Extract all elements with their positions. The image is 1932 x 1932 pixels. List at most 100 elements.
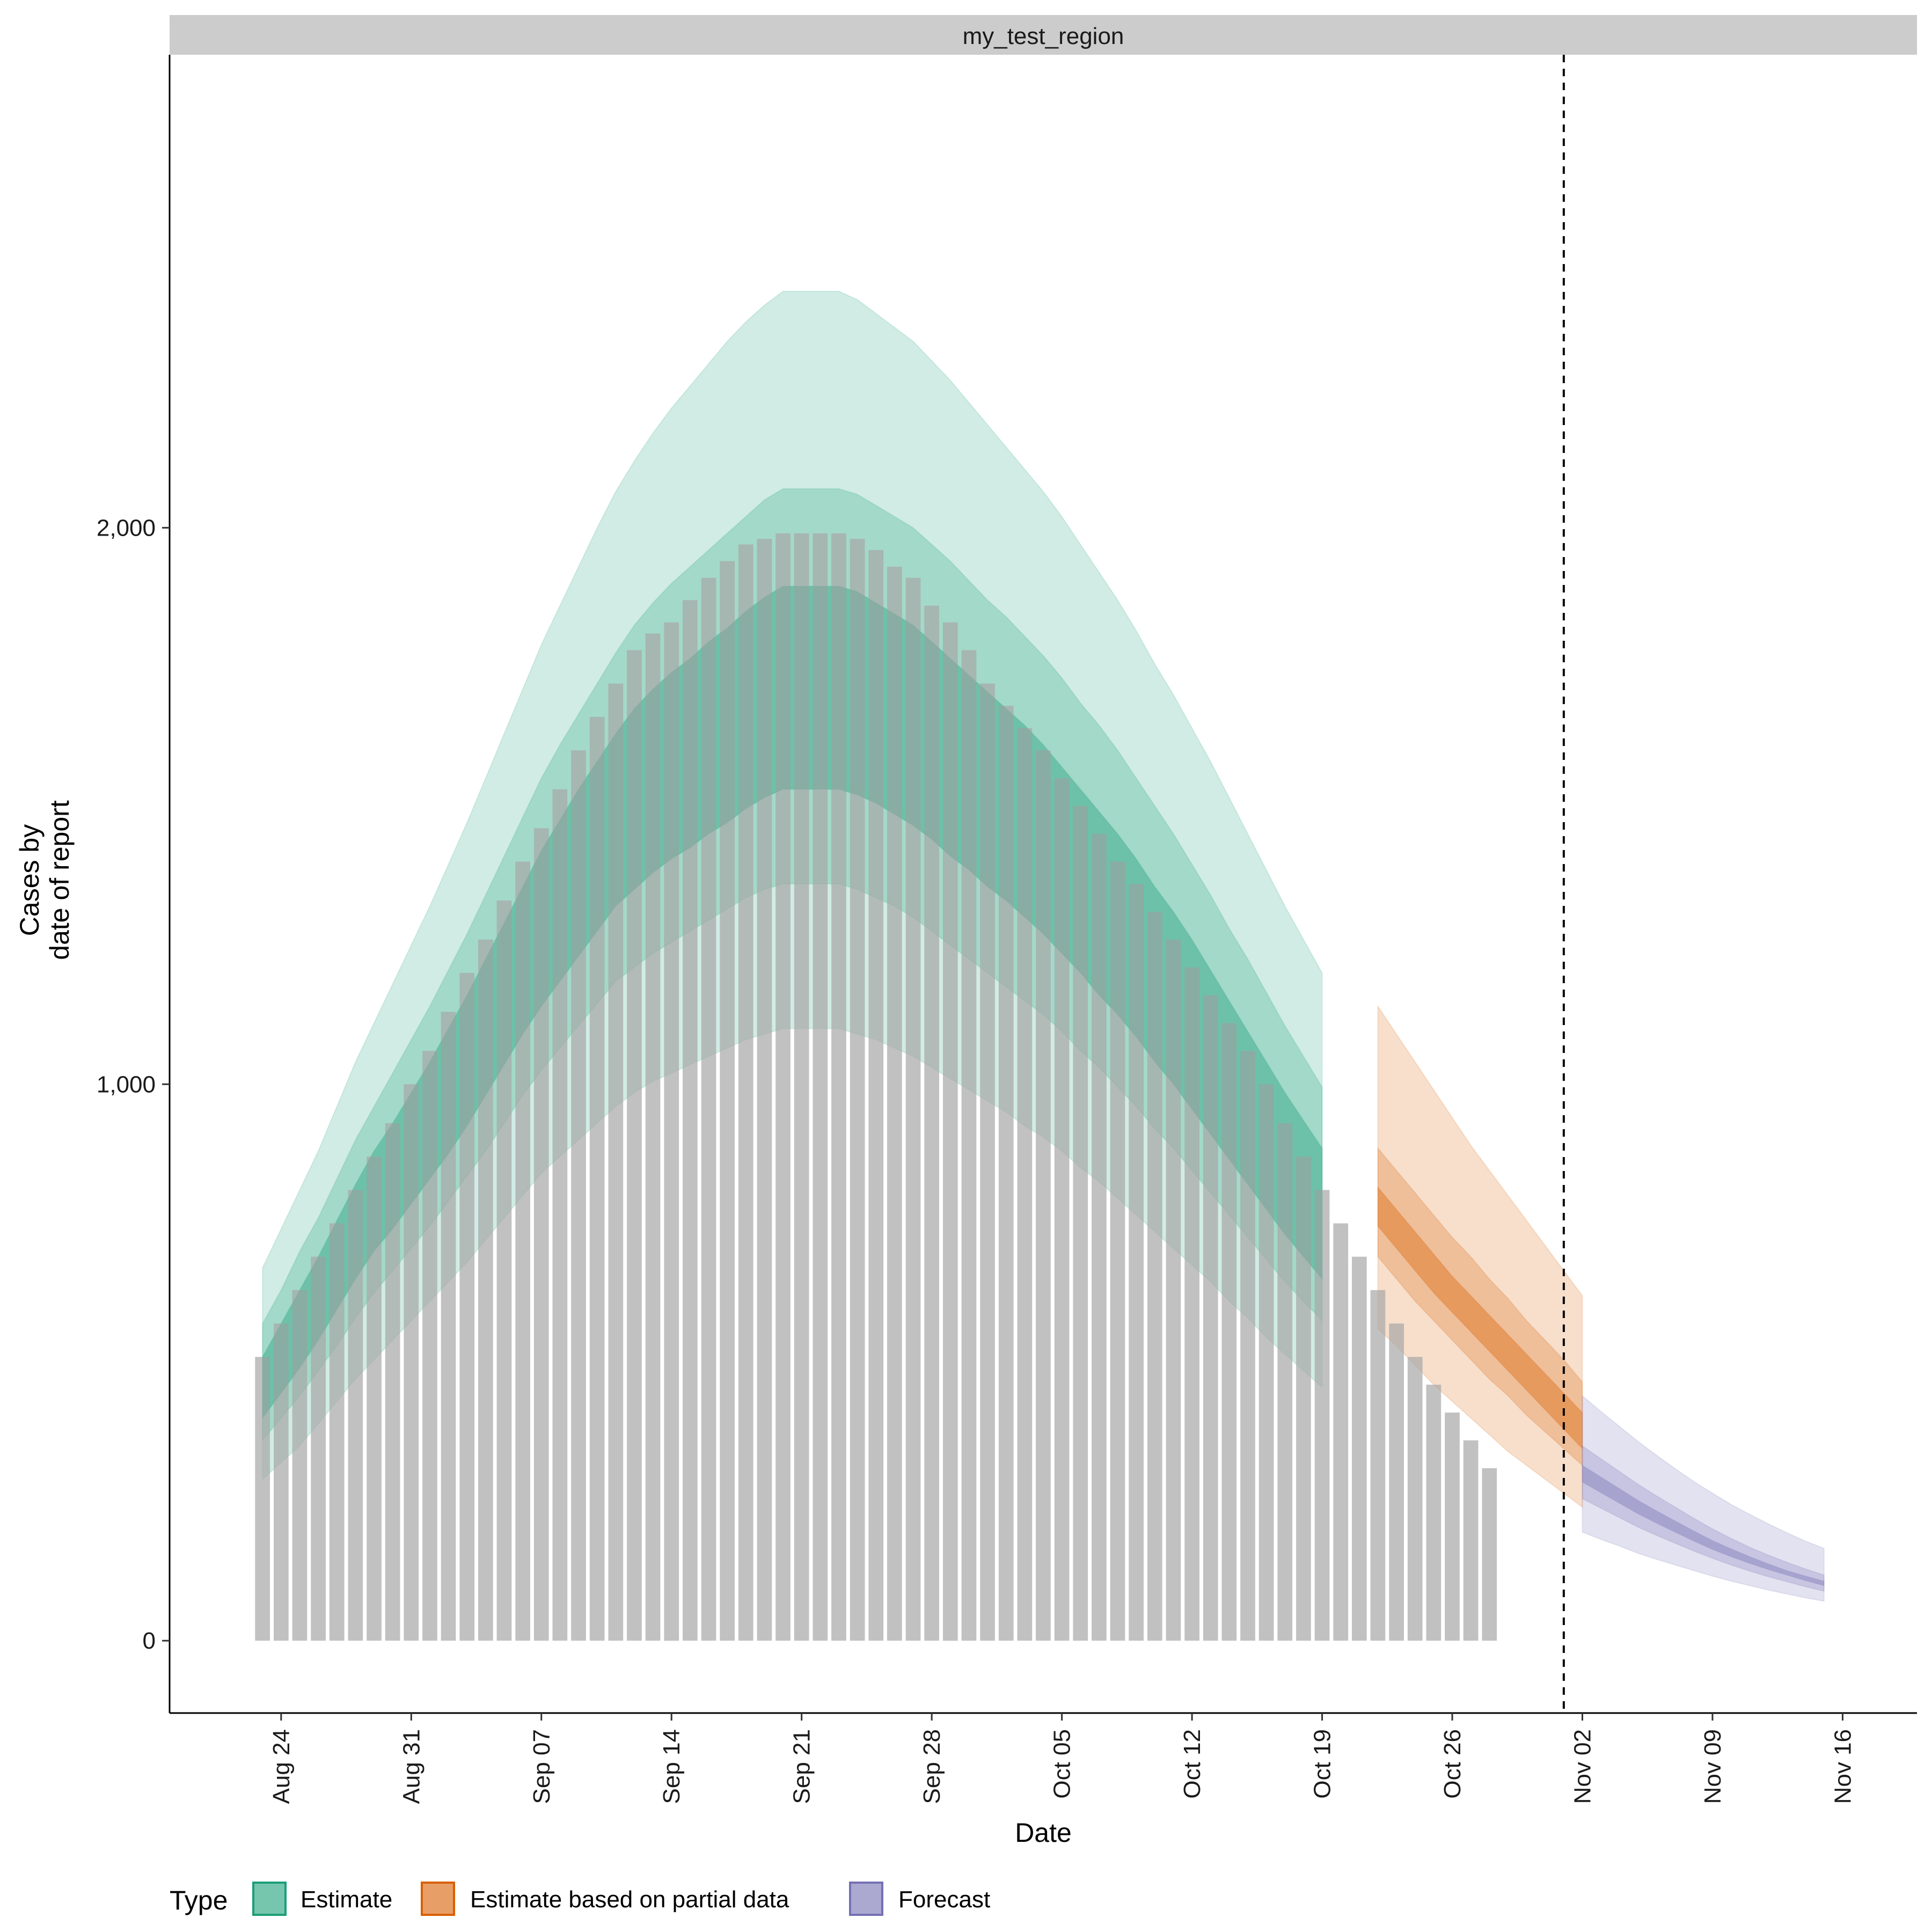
x-tick-label: Aug 31	[398, 1729, 425, 1804]
case-bar	[943, 622, 958, 1641]
case-bar	[1054, 778, 1070, 1641]
case-bar	[1221, 1023, 1237, 1641]
legend-title: Type	[170, 1885, 228, 1915]
case-bar	[404, 1084, 419, 1641]
case-bar	[887, 567, 902, 1641]
case-bar	[980, 683, 995, 1641]
y-axis-title-line-2: date of report	[45, 800, 75, 960]
reported-case-bars	[255, 533, 1497, 1641]
case-bar	[496, 901, 512, 1641]
case-bar	[1110, 861, 1125, 1641]
y-axis-title-line-1: Cases by	[14, 824, 45, 936]
ribbon-estimate-based-on-partial-data-band50	[1377, 1146, 1583, 1467]
case-bar	[1092, 833, 1107, 1641]
x-tick-label: Aug 24	[268, 1729, 295, 1804]
y-tick-label: 1,000	[97, 1071, 156, 1097]
case-bar	[1296, 1157, 1311, 1641]
case-bar	[1426, 1385, 1441, 1641]
case-bar	[1370, 1290, 1386, 1641]
case-bar	[627, 650, 642, 1641]
case-bar	[1166, 939, 1181, 1641]
overlay-estimate-based-on-partial-data	[1378, 1187, 1583, 1449]
case-bar	[794, 533, 809, 1641]
case-bar	[367, 1157, 382, 1641]
case-bar	[329, 1223, 345, 1641]
x-axis-title: Date	[1015, 1818, 1072, 1848]
case-bar	[552, 789, 568, 1641]
case-bar	[1407, 1357, 1423, 1641]
case-bar	[533, 828, 549, 1641]
x-tick-label: Oct 26	[1439, 1729, 1466, 1799]
case-bar	[255, 1357, 270, 1641]
ribbon-forecast-band20	[1582, 1464, 1825, 1586]
case-bar	[1314, 1190, 1330, 1641]
x-tick-label: Nov 09	[1700, 1729, 1726, 1804]
ribbon-estimate-based-on-partial-data-band20	[1377, 1185, 1583, 1450]
estimate-overlays	[262, 586, 1824, 1586]
case-bar	[1036, 750, 1051, 1641]
case-bar	[813, 533, 828, 1641]
x-tick-label: Sep 07	[529, 1729, 555, 1804]
case-bar	[1258, 1084, 1274, 1641]
case-bar	[905, 577, 921, 1641]
legend-label-forecast: Forecast	[898, 1886, 990, 1913]
case-bar	[385, 1123, 400, 1641]
case-bar	[645, 633, 661, 1641]
case-bar	[1352, 1256, 1367, 1641]
panel-strip	[170, 15, 1917, 55]
case-bar	[1129, 884, 1144, 1641]
case-bar	[292, 1290, 308, 1641]
case-bar	[589, 716, 605, 1641]
case-bar	[515, 861, 530, 1641]
case-bar	[608, 683, 624, 1641]
case-bar	[1389, 1323, 1404, 1641]
case-bar	[961, 650, 977, 1641]
case-bar	[701, 577, 716, 1641]
case-bar	[1463, 1440, 1479, 1641]
x-tick-label: Nov 02	[1570, 1729, 1596, 1804]
x-tick-label: Oct 05	[1049, 1729, 1075, 1799]
x-tick-label: Oct 19	[1309, 1729, 1336, 1799]
legend-key-partial	[421, 1882, 455, 1916]
case-bar	[757, 539, 772, 1641]
case-bar	[478, 939, 493, 1641]
panel-title: my_test_region	[963, 23, 1124, 49]
case-bar	[274, 1323, 289, 1641]
x-tick-label: Nov 16	[1829, 1729, 1856, 1804]
case-bar	[1203, 995, 1218, 1641]
case-bar	[1240, 1051, 1255, 1641]
case-bar	[571, 750, 586, 1641]
case-bar	[1184, 967, 1199, 1641]
case-bar	[868, 550, 884, 1641]
case-bar	[998, 706, 1014, 1641]
case-bar	[831, 533, 846, 1641]
y-axis-ticks: 0 1,000 2,000	[97, 515, 170, 1654]
case-bar	[1445, 1413, 1460, 1641]
case-bar	[311, 1256, 326, 1641]
case-bar	[664, 622, 679, 1641]
legend-key-forecast	[849, 1882, 883, 1916]
legend-key-estimate	[252, 1882, 287, 1916]
case-bar	[459, 972, 475, 1641]
case-bar	[1482, 1468, 1497, 1641]
case-bar	[348, 1190, 363, 1641]
x-tick-label: Sep 14	[658, 1729, 685, 1804]
case-bar	[775, 533, 791, 1641]
case-bar	[720, 561, 735, 1641]
axes	[169, 55, 1917, 1714]
x-axis-ticks: Aug 24 Aug 31 Sep 07 Sep 14 Sep 21 Sep 28 Oct …	[268, 1713, 1856, 1804]
y-tick-label: 2,000	[97, 515, 156, 541]
case-bar	[1017, 728, 1033, 1641]
ribbon-forecast-band50	[1582, 1445, 1825, 1592]
case-bar	[1277, 1123, 1293, 1641]
case-bar	[683, 600, 698, 1641]
overlay-estimate	[262, 586, 1322, 1418]
x-tick-label: Oct 12	[1179, 1729, 1205, 1799]
case-bar	[422, 1051, 437, 1641]
x-tick-label: Sep 21	[789, 1729, 815, 1804]
case-bar	[738, 544, 753, 1641]
x-tick-label: Sep 28	[919, 1729, 945, 1804]
case-bar	[924, 605, 939, 1641]
